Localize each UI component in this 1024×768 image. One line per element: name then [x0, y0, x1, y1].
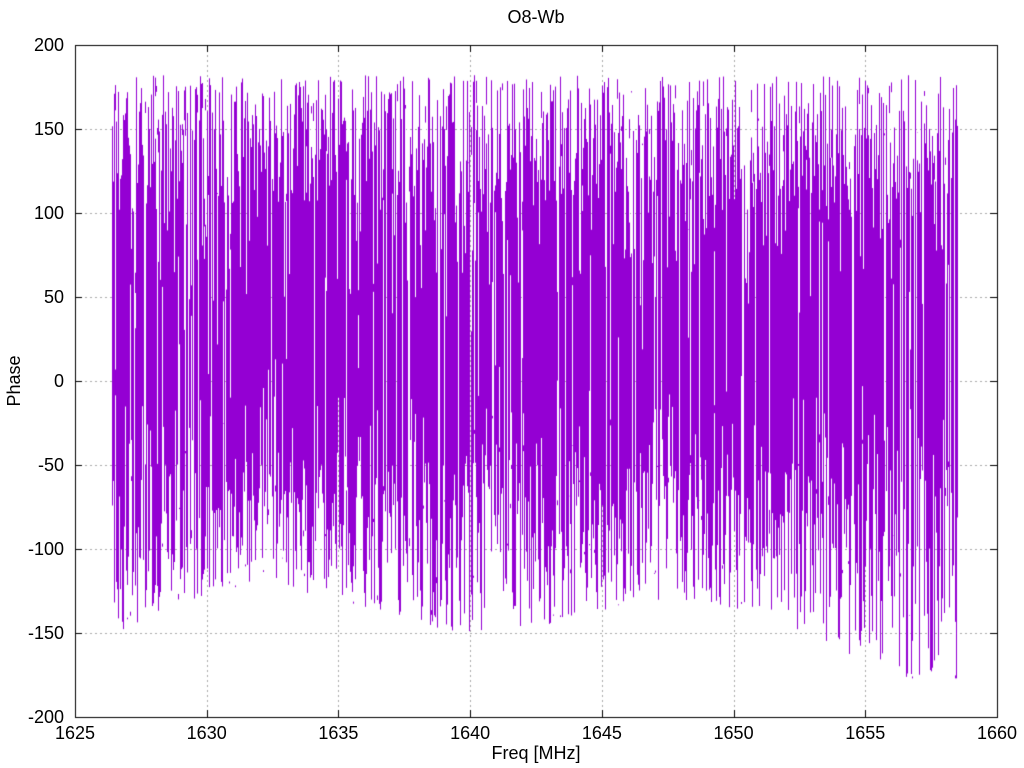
y-tick-label: -50: [37, 455, 64, 475]
y-tick-label: -150: [27, 623, 64, 643]
x-tick-label: 1645: [581, 723, 622, 743]
x-tick-label: 1640: [450, 723, 491, 743]
y-tick-label: 150: [33, 119, 64, 139]
y-tick-label: 200: [33, 35, 64, 55]
y-tick-label: -200: [27, 707, 64, 727]
x-axis-title: Freq [MHz]: [491, 743, 581, 763]
x-tick-label: 1650: [713, 723, 754, 743]
x-tick-label: 1655: [845, 723, 886, 743]
x-tick-label: 1635: [318, 723, 359, 743]
x-tick-label: 1660: [976, 723, 1018, 743]
x-tick-label: 1630: [186, 723, 227, 743]
y-tick-label: -100: [27, 539, 64, 559]
y-tick-label: 100: [33, 203, 64, 223]
chart-title: O8-Wb: [507, 7, 565, 27]
x-tick-label: 1625: [54, 723, 96, 743]
y-tick-label: 0: [53, 371, 64, 391]
y-tick-label: 50: [43, 287, 64, 307]
